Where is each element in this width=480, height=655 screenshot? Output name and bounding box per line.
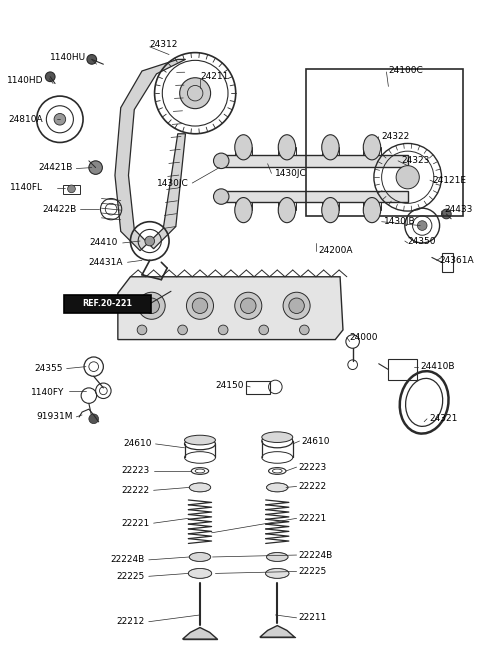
Ellipse shape <box>267 483 288 492</box>
Text: 24431A: 24431A <box>88 258 123 267</box>
Text: 24433: 24433 <box>444 204 473 214</box>
Bar <box>388 359 418 380</box>
Text: 24810A: 24810A <box>9 115 44 124</box>
Text: 24410: 24410 <box>89 238 118 248</box>
Circle shape <box>178 325 187 335</box>
Bar <box>246 381 270 394</box>
Circle shape <box>218 325 228 335</box>
Text: 24000: 24000 <box>350 333 378 342</box>
Ellipse shape <box>363 135 381 160</box>
Text: 22224B: 22224B <box>111 555 145 565</box>
Polygon shape <box>118 277 343 339</box>
Text: 1140FY: 1140FY <box>31 388 65 397</box>
Ellipse shape <box>184 435 216 445</box>
Text: REF.20-221: REF.20-221 <box>82 299 132 309</box>
Ellipse shape <box>322 135 339 160</box>
Ellipse shape <box>267 553 288 561</box>
Text: 24312: 24312 <box>150 41 178 49</box>
Text: 1140FL: 1140FL <box>11 183 44 193</box>
Circle shape <box>54 113 66 125</box>
FancyBboxPatch shape <box>64 295 151 314</box>
Bar <box>63 185 80 194</box>
Circle shape <box>89 414 98 424</box>
Text: 24211: 24211 <box>200 72 228 81</box>
Text: 24610: 24610 <box>123 440 152 449</box>
Text: 24410B: 24410B <box>420 362 455 371</box>
Ellipse shape <box>322 198 339 223</box>
Bar <box>442 253 453 272</box>
Text: 1140HU: 1140HU <box>50 53 86 62</box>
Circle shape <box>442 209 451 219</box>
Ellipse shape <box>189 553 211 561</box>
Ellipse shape <box>266 569 289 578</box>
Text: 24422B: 24422B <box>42 204 76 214</box>
Circle shape <box>144 298 159 314</box>
Ellipse shape <box>262 432 293 443</box>
Circle shape <box>300 325 309 335</box>
Text: 1430JC: 1430JC <box>276 169 307 178</box>
Text: 24421B: 24421B <box>38 163 72 172</box>
Text: 24200A: 24200A <box>319 246 353 255</box>
Ellipse shape <box>189 483 211 492</box>
Ellipse shape <box>278 198 296 223</box>
Ellipse shape <box>235 198 252 223</box>
Polygon shape <box>260 626 295 637</box>
Text: 91931M: 91931M <box>36 413 72 421</box>
Text: 24121E: 24121E <box>432 176 466 185</box>
Circle shape <box>138 292 165 319</box>
Circle shape <box>214 189 229 204</box>
Circle shape <box>214 153 229 168</box>
Circle shape <box>192 298 208 314</box>
Circle shape <box>186 292 214 319</box>
Circle shape <box>240 298 256 314</box>
Text: 24323: 24323 <box>401 157 429 165</box>
Text: 1430JC: 1430JC <box>156 179 188 187</box>
Circle shape <box>180 78 211 109</box>
Text: 22221: 22221 <box>299 514 327 523</box>
Circle shape <box>46 72 55 82</box>
Ellipse shape <box>278 135 296 160</box>
Text: 22222: 22222 <box>121 486 150 495</box>
Ellipse shape <box>363 198 381 223</box>
Bar <box>306 69 463 216</box>
Text: 22211: 22211 <box>299 613 327 622</box>
Circle shape <box>396 166 420 189</box>
Circle shape <box>89 161 102 174</box>
Text: 24350: 24350 <box>408 236 436 246</box>
Polygon shape <box>115 60 185 251</box>
Circle shape <box>283 292 310 319</box>
Text: 24321: 24321 <box>429 415 457 423</box>
Text: 24100C: 24100C <box>388 66 423 75</box>
Text: 22222: 22222 <box>299 482 327 491</box>
Text: 1140HD: 1140HD <box>7 76 44 85</box>
Circle shape <box>289 298 304 314</box>
Circle shape <box>235 292 262 319</box>
Text: 22212: 22212 <box>117 617 145 626</box>
Text: 22221: 22221 <box>121 519 150 528</box>
Circle shape <box>259 325 269 335</box>
Text: 24355: 24355 <box>34 364 63 373</box>
Circle shape <box>137 325 147 335</box>
Text: 24150: 24150 <box>215 381 243 390</box>
Circle shape <box>87 54 96 64</box>
Text: 22224B: 22224B <box>299 551 333 559</box>
Text: 22223: 22223 <box>299 462 327 472</box>
Text: 22225: 22225 <box>117 572 145 581</box>
Ellipse shape <box>188 569 212 578</box>
Polygon shape <box>182 627 217 639</box>
Text: 22223: 22223 <box>121 466 150 476</box>
Text: 1430JB: 1430JB <box>384 217 415 226</box>
Bar <box>221 191 408 202</box>
Circle shape <box>68 185 75 193</box>
Circle shape <box>418 221 427 231</box>
Bar <box>221 155 408 166</box>
Text: 24361A: 24361A <box>440 256 474 265</box>
Ellipse shape <box>235 135 252 160</box>
Circle shape <box>145 236 155 246</box>
Text: 24322: 24322 <box>382 132 410 141</box>
Text: 22225: 22225 <box>299 567 327 576</box>
Text: 24610: 24610 <box>301 436 330 445</box>
